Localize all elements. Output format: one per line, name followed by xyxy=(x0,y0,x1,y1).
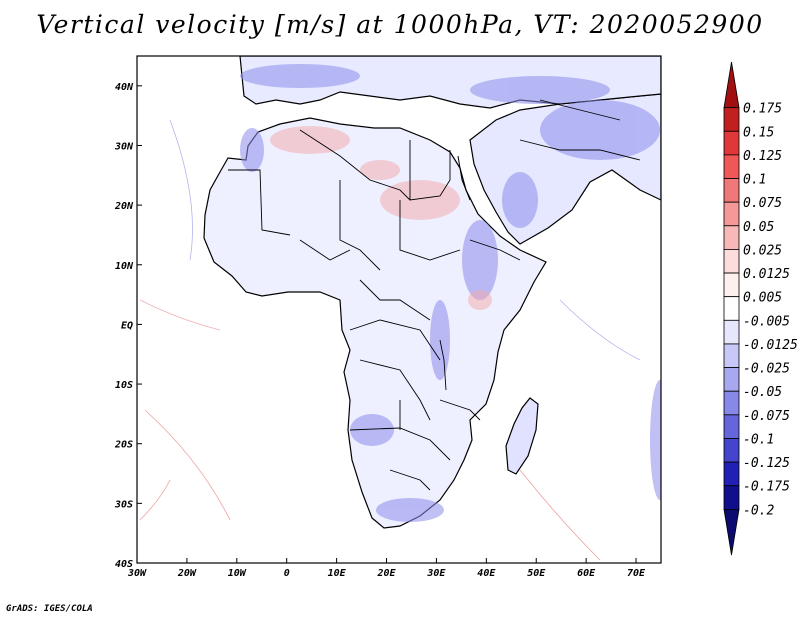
lon-tick-label: 30E xyxy=(426,568,446,579)
lon-tick-label: 20W xyxy=(177,568,197,579)
country-borders xyxy=(228,99,641,491)
colorbar-bin xyxy=(723,367,740,392)
nile xyxy=(457,155,471,201)
lat-tick-label: EQ xyxy=(121,320,133,331)
grads-credit: GrADS: IGES/COLA xyxy=(6,604,93,614)
colorbar-level-label: -0.0125 xyxy=(743,338,798,353)
colorbar-bin xyxy=(723,485,740,510)
lon-tick-label: 40E xyxy=(477,568,496,579)
colorbar-level-label: -0.175 xyxy=(743,480,790,495)
colorbar-bin xyxy=(723,225,740,250)
colorbar-bottom-arrow xyxy=(723,508,740,556)
lon-tick-label: 50E xyxy=(527,568,546,579)
colorbar-level-label: -0.2 xyxy=(743,503,774,518)
colorbar-bin xyxy=(723,461,740,487)
lat-tick-label: 40N xyxy=(115,82,134,93)
lon-tick-label: 60E xyxy=(577,568,596,579)
lat-tick-label: 30N xyxy=(114,141,134,152)
madagascar xyxy=(505,397,539,475)
africa-landmass xyxy=(203,117,547,529)
colorbar-level-label: -0.05 xyxy=(743,385,782,400)
longitude-axis: 30W 20W 10W 0 10E 20E 30E 40E 50E 60E 70E xyxy=(127,558,646,579)
colorbar-level-label: 0.125 xyxy=(743,149,782,164)
colorbar-bin xyxy=(723,414,740,439)
lat-tick-label: 10S xyxy=(115,380,133,391)
map-frame xyxy=(136,55,662,564)
negative-velocity-zones xyxy=(240,64,661,522)
colorbar-level-label: 0.05 xyxy=(743,220,774,235)
lon-tick-label: 0 xyxy=(284,568,290,579)
colorbar-level-label: -0.075 xyxy=(743,409,790,424)
colorbar-level-label: -0.005 xyxy=(743,314,790,329)
vertical-velocity-field xyxy=(139,56,661,561)
lon-tick-label: 10E xyxy=(328,568,347,579)
colorbar-bin xyxy=(723,178,740,203)
colorbar-bin xyxy=(723,272,740,298)
colorbar-bin xyxy=(723,201,740,227)
colorbar-bin xyxy=(723,107,740,132)
colorbar-bin xyxy=(723,249,740,274)
lon-tick-label: 20E xyxy=(376,568,396,579)
colorbar-level-label: 0.025 xyxy=(743,243,782,258)
colorbar-bin xyxy=(723,130,740,156)
lon-tick-label: 30W xyxy=(127,568,147,579)
colorbar-bin xyxy=(723,438,740,463)
colorbar-level-label: 0.005 xyxy=(743,291,782,306)
colorbar-bin xyxy=(723,154,740,179)
ocean-streaks xyxy=(139,119,641,561)
lat-tick-label: 30S xyxy=(114,499,133,510)
colorbar-bin xyxy=(723,343,740,368)
colorbar-level-label: -0.025 xyxy=(743,362,790,377)
lon-tick-label: 70E xyxy=(627,568,646,579)
latitude-axis: 40N 30N 20N 10N EQ 10S 20S 30S 40S xyxy=(114,82,142,570)
colorbar-bin xyxy=(723,319,740,345)
lat-tick-label: 20N xyxy=(114,201,134,212)
colorbar-level-label: -0.1 xyxy=(743,432,774,447)
lon-tick-label: 10W xyxy=(228,568,247,579)
map-title: Vertical velocity [m/s] at 1000hPa, VT: … xyxy=(36,10,764,39)
lat-tick-label: 10N xyxy=(115,261,134,272)
colorbar-level-label: 0.15 xyxy=(743,125,774,140)
colorbar-bin xyxy=(723,390,740,416)
colorbar-top-arrow xyxy=(723,61,740,109)
colorbar-level-label: 0.0125 xyxy=(743,267,790,282)
lat-tick-label: 20S xyxy=(114,440,133,451)
colorbar-level-label: 0.075 xyxy=(743,196,782,211)
colorbar: 0.175 0.15 0.125 0.1 0.075 0.05 0.025 0.0125 0.0… xyxy=(723,61,798,556)
colorbar-level-label: 0.1 xyxy=(743,173,766,188)
lat-tick-label: 40S xyxy=(115,559,133,570)
colorbar-level-label: -0.125 xyxy=(743,456,790,471)
colorbar-bin xyxy=(723,296,740,321)
colorbar-level-label: 0.175 xyxy=(743,102,782,117)
